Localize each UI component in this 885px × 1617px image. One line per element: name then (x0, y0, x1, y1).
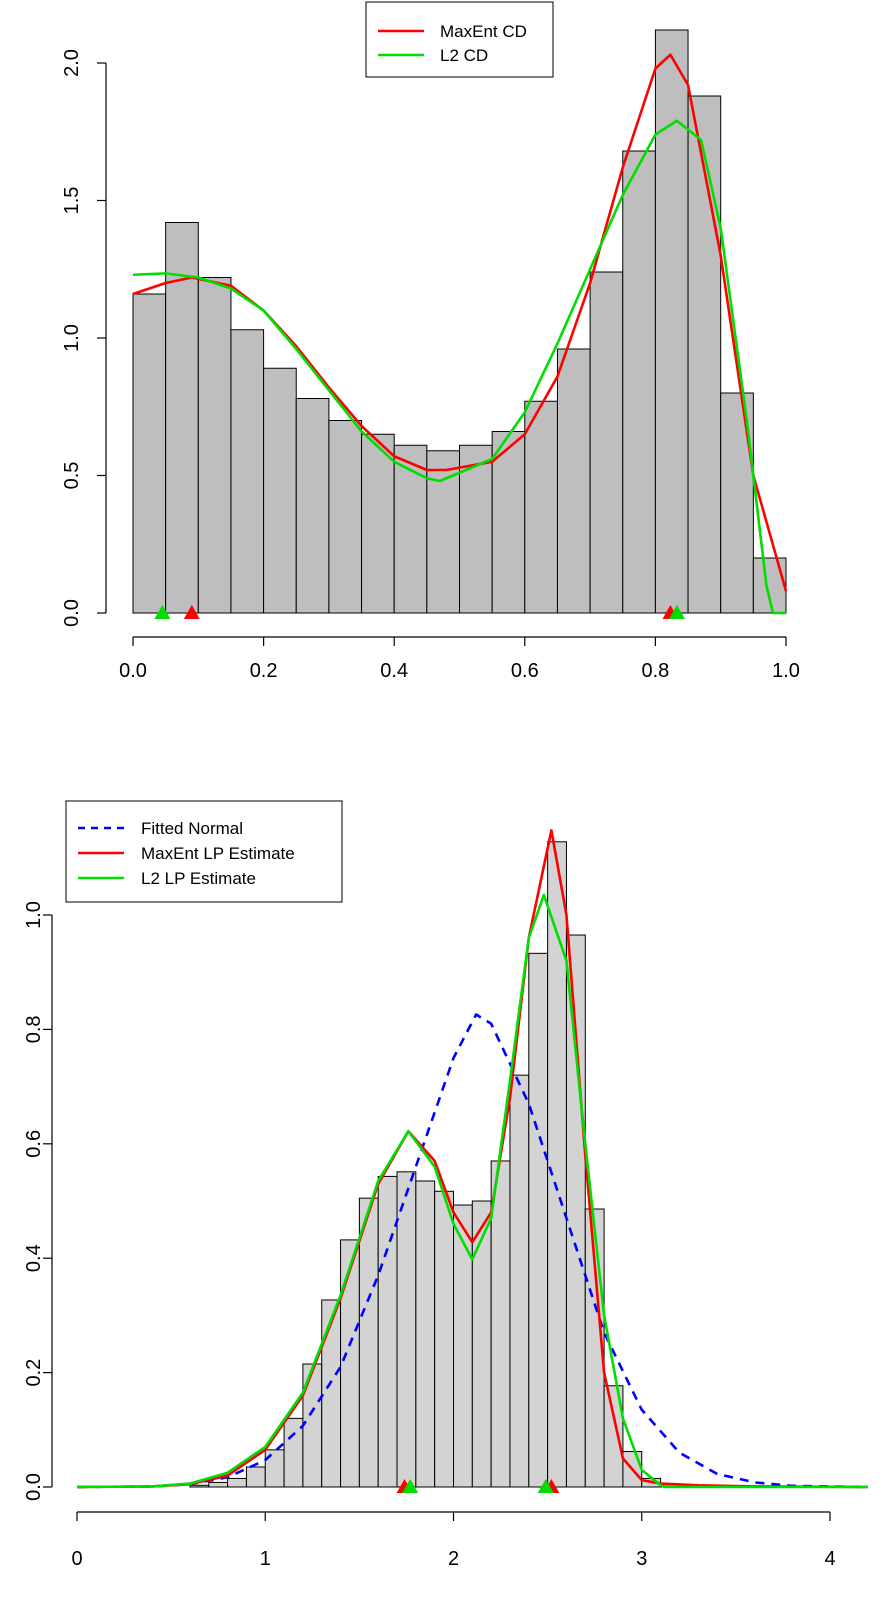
histogram-bar (453, 1204, 473, 1488)
y-tick-label: 0.8 (23, 1015, 45, 1043)
histogram-bar (358, 1197, 379, 1488)
y-tick-label: 0.0 (61, 599, 83, 627)
histogram-bar (361, 433, 395, 614)
histogram-bar (264, 1449, 285, 1488)
legend-label-fitted-normal: Fitted Normal (141, 819, 243, 838)
x-tick-label: 4 (824, 1548, 835, 1570)
series-line-l2-lp-estimate (76, 893, 868, 1489)
legend-box (65, 800, 343, 903)
histogram-bar (524, 400, 558, 614)
histogram-bar (434, 1190, 454, 1488)
histogram-bar (230, 329, 265, 614)
histogram-bar (547, 841, 567, 1488)
histogram-bar (393, 444, 428, 614)
legend-label-l2-cd: L2 CD (440, 46, 488, 65)
histogram-bar (328, 420, 363, 614)
y-tick-label: 0.6 (23, 1130, 45, 1158)
mode-marker-l2-cd (668, 605, 685, 619)
histogram-bar (415, 1180, 436, 1488)
series-line-fitted-normal (76, 1013, 868, 1489)
y-tick-label: 0.4 (23, 1244, 45, 1272)
chart-2-bottom: 0 1 2 3 4 0.0 0.2 0.4 0.6 0.8 1.0 Fitted Normal MaxE… (23, 800, 868, 1570)
y-tick-label: 0.0 (23, 1473, 45, 1501)
histogram-bar (589, 271, 624, 614)
x-tick-label: 0.2 (250, 660, 278, 682)
histogram-bar (654, 29, 689, 614)
y-tick-label: 1.0 (23, 901, 45, 929)
mode-marker-l2-lp-estimate (402, 1479, 419, 1493)
mode-marker-l2-cd (154, 605, 171, 619)
histogram-bar (340, 1239, 360, 1488)
histogram-bar (321, 1299, 342, 1488)
histogram-bar (490, 1160, 511, 1488)
histogram-bar (565, 934, 586, 1488)
series-line-l2-cd (132, 119, 786, 615)
y-tick-label: 0.5 (61, 462, 83, 490)
histogram-bar (528, 952, 549, 1488)
histogram-bar (189, 1484, 210, 1488)
mode-marker-maxent-cd (183, 605, 200, 619)
x-tick-label: 1 (260, 1548, 271, 1570)
histogram-bar (471, 1200, 492, 1488)
histogram-bar (165, 222, 199, 614)
x-tick-label: 0.4 (380, 660, 408, 682)
histogram-bar (377, 1175, 398, 1488)
histogram-bar (396, 1171, 417, 1488)
histogram-bar (283, 1417, 304, 1488)
histogram-bar (622, 150, 656, 614)
y-tick-label: 2.0 (61, 49, 83, 77)
histogram-bar (227, 1477, 247, 1488)
legend-label-maxent-lp-estimate: MaxEnt LP Estimate (141, 844, 295, 863)
histogram-bar (556, 348, 591, 614)
y-tick-label: 1.5 (61, 187, 83, 215)
histogram-bar (426, 450, 461, 614)
x-tick-label: 0.6 (511, 660, 539, 682)
chart-1-top: 0.0 0.2 0.4 0.6 0.8 1.0 0.0 0.5 1.0 1.5 2.0 MaxEnt … (61, 1, 800, 682)
x-tick-label: 0 (71, 1548, 82, 1570)
x-tick-label: 0.8 (641, 660, 669, 682)
legend-label-l2-lp-estimate: L2 LP Estimate (141, 869, 256, 888)
histogram-bar (491, 431, 526, 614)
x-tick-label: 0.0 (119, 660, 147, 682)
histogram-bar (197, 277, 232, 614)
mode-marker-l2-lp-estimate (537, 1479, 554, 1493)
histogram-bar (263, 367, 297, 614)
y-tick-label: 0.2 (23, 1359, 45, 1387)
histogram-bar (295, 398, 330, 614)
x-tick-label: 3 (636, 1548, 647, 1570)
legend-label-maxent-cd: MaxEnt CD (440, 22, 527, 41)
histogram-bar (687, 95, 722, 614)
y-tick-label: 1.0 (61, 324, 83, 352)
x-tick-label: 1.0 (772, 660, 800, 682)
x-tick-label: 2 (448, 1548, 459, 1570)
histogram-bar (132, 293, 167, 614)
histogram-bar (509, 1074, 530, 1488)
histogram-bar (603, 1385, 624, 1488)
legend-box (365, 1, 554, 78)
histogram-bar (245, 1466, 266, 1488)
histogram-bar (208, 1481, 229, 1488)
